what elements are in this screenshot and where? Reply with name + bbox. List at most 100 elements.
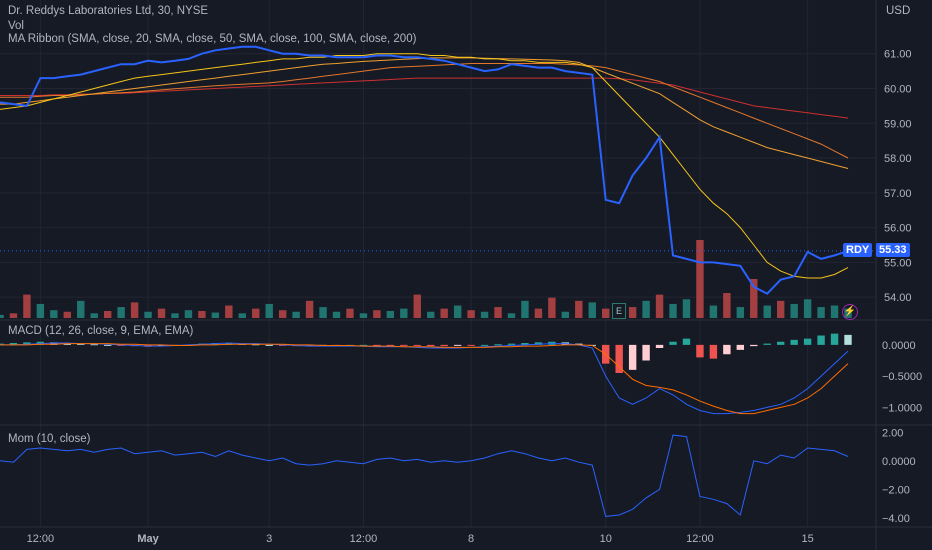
price-axis-tick: 56.00 (884, 223, 912, 235)
macd-histogram-bar (103, 344, 112, 346)
macd-histogram-bar (467, 344, 475, 346)
macd-histogram-bar (723, 344, 731, 355)
time-axis-tick: 8 (468, 533, 474, 545)
macd-histogram-bar (23, 342, 31, 345)
volume-bar (494, 307, 502, 318)
macd-histogram-bar (9, 343, 18, 345)
macd-histogram-bar (776, 341, 785, 345)
price-line (0, 45, 849, 295)
volume-bar (507, 313, 516, 318)
price-axis-tick: 60.00 (884, 84, 912, 96)
momentum-legend: Mom (10, close) (8, 433, 91, 445)
macd-histogram-bar (400, 344, 408, 346)
macd-histogram-bar (534, 342, 543, 345)
volume-bar (77, 300, 85, 318)
time-axis-tick: 10 (600, 533, 612, 545)
volume-bar (588, 302, 596, 318)
currency-label: USD (886, 5, 911, 17)
volume-bar (386, 310, 395, 318)
volume-bar (642, 300, 650, 318)
macd-histogram-bar (844, 334, 852, 345)
volume-bar (453, 305, 462, 318)
volume-bar (265, 303, 273, 318)
macd-histogram-bar (413, 344, 421, 346)
last-price-tag: 55.33 (876, 243, 910, 257)
price-axis-tick: 57.00 (884, 188, 912, 200)
time-axis-tick: 3 (266, 533, 272, 545)
volume-bar (63, 311, 72, 318)
volume-bar (696, 240, 704, 318)
volume-bar (198, 310, 206, 318)
time-axis-tick: 12:00 (27, 533, 55, 545)
volume-bar (90, 313, 98, 318)
volume-bar (400, 308, 408, 318)
macd-histogram-bar (359, 344, 368, 346)
price-axis-tick: 59.00 (884, 118, 912, 130)
macd-histogram-bar (709, 344, 718, 359)
macd-axis-tick: −1.0000 (882, 402, 922, 414)
macd-axis-tick: −0.5000 (882, 371, 922, 383)
macd-histogram-bar (386, 344, 395, 346)
volume-bar (723, 293, 731, 318)
macd-histogram-bar (830, 333, 839, 345)
price-axis-tick: 61.00 (884, 49, 912, 61)
time-axis-tick: May (137, 533, 159, 545)
volume-bar (413, 294, 421, 318)
sma200-line (0, 77, 849, 119)
volume-bar (817, 307, 825, 318)
volume-bar (669, 303, 677, 318)
macd-histogram-bar (750, 344, 758, 347)
momentum-axis-tick: −4.00 (882, 513, 910, 525)
earnings-marker[interactable]: E (612, 303, 626, 319)
volume-bar (171, 313, 179, 318)
volume-bar (480, 311, 489, 318)
volume-bar (305, 300, 314, 318)
volume-bar (0, 314, 4, 318)
macd-histogram-bar (440, 344, 448, 347)
volume-bar (332, 311, 341, 318)
volume-bar (763, 305, 771, 318)
momentum-line (0, 434, 849, 517)
volume-bar (750, 279, 758, 318)
macd-histogram-bar (615, 344, 623, 373)
momentum-axis-tick: 0.0000 (882, 456, 916, 468)
volume-bar (776, 300, 785, 318)
macd-histogram-bar (817, 335, 825, 345)
macd-histogram-bar (736, 344, 745, 350)
price-axis-tick: 55.00 (884, 257, 912, 269)
time-axis-tick: 12:00 (350, 533, 378, 545)
volume-bar (682, 299, 691, 318)
volume-bar (130, 302, 139, 318)
volume-bar (103, 310, 112, 318)
macd-histogram-bar (480, 344, 489, 346)
signal-line (0, 343, 849, 415)
macd-histogram-bar (521, 343, 529, 345)
macd-histogram-bar (763, 343, 771, 345)
macd-histogram-bar (696, 344, 704, 358)
macd-histogram-bar (682, 338, 691, 345)
volume-bar (211, 312, 220, 318)
macd-histogram-bar (494, 344, 502, 346)
ma-ribbon-legend: MA Ribbon (SMA, close, 20, SMA, close, 5… (8, 33, 417, 45)
volume-bar (9, 313, 18, 318)
macd-histogram-bar (157, 344, 166, 347)
volume-bar (803, 299, 812, 318)
macd-histogram-bar (265, 344, 273, 346)
volume-bar (252, 308, 260, 318)
lightning-icon[interactable]: ⚡ (842, 304, 858, 320)
volume-bar (575, 300, 583, 318)
time-axis-tick: 15 (801, 533, 813, 545)
macd-legend: MACD (12, 26, close, 9, EMA, EMA) (8, 325, 194, 337)
macd-histogram-bar (0, 343, 4, 345)
volume-bar (238, 313, 246, 318)
macd-histogram-bar (628, 344, 637, 370)
volume-bar (117, 307, 125, 318)
volume-bar (548, 297, 556, 318)
volume-bar (655, 294, 664, 318)
momentum-axis-tick: 2.00 (882, 427, 903, 439)
volume-bar (225, 305, 233, 318)
sma20-line (0, 53, 849, 279)
volume-bar (736, 307, 745, 318)
volume-bar (709, 305, 718, 318)
